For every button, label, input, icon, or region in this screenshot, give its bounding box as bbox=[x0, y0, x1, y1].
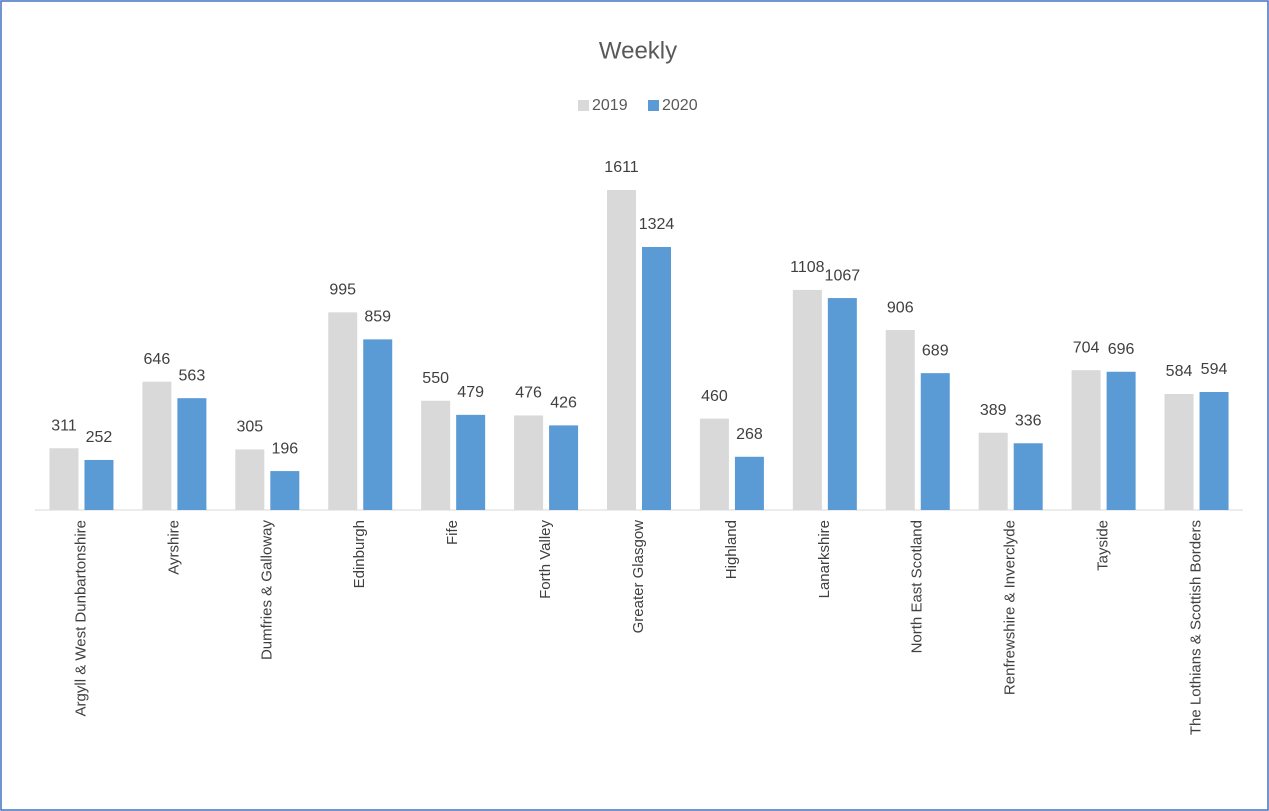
bar bbox=[885, 330, 915, 510]
bar bbox=[1071, 370, 1101, 510]
chart-title: Weekly bbox=[599, 37, 677, 64]
data-label: 305 bbox=[236, 419, 263, 436]
bar bbox=[514, 415, 544, 510]
data-label: 1611 bbox=[604, 159, 639, 176]
bar bbox=[363, 339, 393, 510]
x-tick-label: Renfrewshire & Inverclyde bbox=[1002, 520, 1019, 695]
data-label: 594 bbox=[1201, 361, 1228, 378]
bar bbox=[328, 312, 358, 510]
legend-swatch bbox=[578, 100, 589, 111]
bar bbox=[1164, 393, 1194, 510]
x-tick-label: Ayrshire bbox=[165, 520, 182, 575]
data-label: 859 bbox=[364, 309, 391, 326]
data-label: 479 bbox=[457, 384, 484, 401]
data-label: 1067 bbox=[825, 267, 861, 284]
bar bbox=[734, 456, 764, 510]
bar bbox=[1013, 443, 1043, 510]
bar bbox=[142, 381, 172, 510]
x-tick-label: Fife bbox=[444, 520, 461, 545]
data-label: 646 bbox=[144, 351, 171, 368]
data-label: 689 bbox=[922, 342, 949, 359]
bar bbox=[699, 418, 729, 510]
bar bbox=[270, 471, 300, 510]
data-label: 1108 bbox=[790, 259, 825, 276]
x-tick-label: Lanarkshire bbox=[816, 520, 833, 598]
data-label: 995 bbox=[329, 282, 356, 299]
x-tick-label: Forth Valley bbox=[537, 520, 554, 599]
data-label: 584 bbox=[1166, 363, 1193, 380]
x-tick-label: Edinburgh bbox=[351, 520, 368, 588]
x-tick-label: Tayside bbox=[1095, 520, 1112, 571]
bar bbox=[920, 373, 950, 510]
bar bbox=[49, 448, 79, 510]
legend-swatch bbox=[648, 100, 659, 111]
bar bbox=[978, 432, 1008, 510]
bar bbox=[235, 449, 265, 510]
data-label: 252 bbox=[86, 429, 113, 446]
bar bbox=[642, 247, 671, 511]
bar bbox=[84, 459, 114, 510]
bar bbox=[792, 289, 822, 510]
data-label: 563 bbox=[179, 367, 206, 384]
data-label: 704 bbox=[1073, 339, 1100, 356]
data-label: 196 bbox=[271, 440, 298, 457]
x-tick-label: Argyll & West Dunbartonshire bbox=[72, 520, 89, 716]
x-tick-label: Highland bbox=[723, 520, 740, 579]
data-label: 311 bbox=[51, 417, 77, 434]
bar bbox=[421, 400, 451, 510]
data-label: 1324 bbox=[639, 216, 675, 233]
data-label: 389 bbox=[980, 402, 1007, 419]
data-label: 268 bbox=[736, 426, 763, 443]
bar bbox=[549, 425, 579, 510]
data-label: 476 bbox=[515, 385, 542, 402]
bar bbox=[177, 398, 207, 510]
x-tick-label: Greater Glasgow bbox=[630, 520, 647, 634]
legend-label: 2020 bbox=[662, 97, 698, 114]
data-label: 696 bbox=[1108, 341, 1135, 358]
x-tick-label: North East Scotland bbox=[909, 520, 926, 653]
bar bbox=[1199, 392, 1229, 510]
data-label: 550 bbox=[422, 370, 449, 387]
bar bbox=[827, 298, 857, 510]
x-tick-label: Dumfries & Galloway bbox=[258, 520, 275, 661]
data-label: 460 bbox=[701, 388, 728, 405]
bar bbox=[607, 190, 636, 510]
bar bbox=[1106, 371, 1136, 510]
data-label: 426 bbox=[550, 395, 577, 412]
data-label: 906 bbox=[887, 299, 914, 316]
legend-label: 2019 bbox=[592, 97, 628, 114]
x-tick-label: The Lothians & Scottish Borders bbox=[1188, 520, 1205, 735]
bar bbox=[456, 414, 486, 510]
data-label: 336 bbox=[1015, 412, 1042, 429]
